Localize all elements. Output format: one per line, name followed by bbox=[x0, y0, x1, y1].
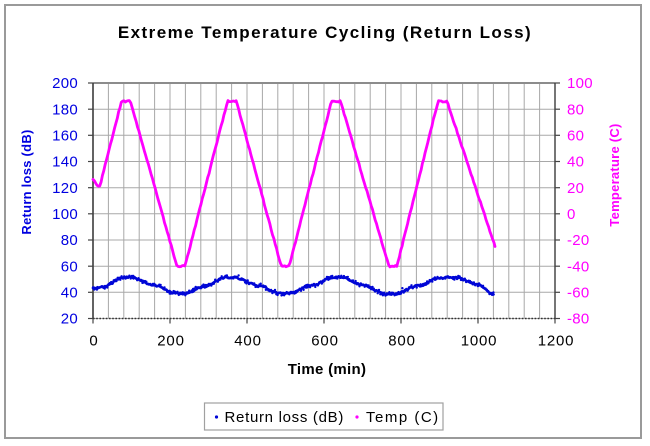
svg-text:60: 60 bbox=[61, 258, 78, 275]
svg-text:40: 40 bbox=[61, 285, 78, 302]
svg-text:400: 400 bbox=[234, 333, 261, 350]
svg-text:-80: -80 bbox=[567, 311, 590, 328]
svg-text:180: 180 bbox=[52, 101, 78, 118]
svg-text:600: 600 bbox=[311, 333, 338, 350]
svg-text:200: 200 bbox=[52, 75, 78, 92]
svg-text:Temp (C): Temp (C) bbox=[366, 409, 440, 426]
svg-text:Extreme Temperature Cycling (R: Extreme Temperature Cycling (Return Loss… bbox=[118, 23, 532, 42]
svg-text:160: 160 bbox=[52, 128, 78, 145]
svg-text:120: 120 bbox=[52, 180, 78, 197]
svg-text:Return loss (dB): Return loss (dB) bbox=[19, 129, 34, 234]
svg-text:60: 60 bbox=[567, 128, 584, 145]
svg-text:0: 0 bbox=[89, 333, 98, 350]
svg-text:Return loss (dB): Return loss (dB) bbox=[225, 409, 345, 426]
svg-text:140: 140 bbox=[52, 154, 78, 171]
svg-text:800: 800 bbox=[388, 333, 415, 350]
svg-text:20: 20 bbox=[61, 311, 78, 328]
svg-text:1000: 1000 bbox=[461, 333, 498, 350]
svg-text:Time (min): Time (min) bbox=[288, 361, 367, 378]
svg-text:-40: -40 bbox=[567, 258, 590, 275]
svg-text:80: 80 bbox=[61, 232, 78, 249]
svg-text:-20: -20 bbox=[567, 232, 590, 249]
svg-text:80: 80 bbox=[567, 101, 584, 118]
svg-text:100: 100 bbox=[52, 206, 78, 223]
svg-text:100: 100 bbox=[567, 75, 593, 92]
svg-text:40: 40 bbox=[567, 154, 584, 171]
svg-text:-60: -60 bbox=[567, 285, 590, 302]
svg-text:1200: 1200 bbox=[538, 333, 575, 350]
svg-text:200: 200 bbox=[157, 333, 184, 350]
svg-text:0: 0 bbox=[567, 206, 576, 223]
svg-text:20: 20 bbox=[567, 180, 584, 197]
svg-text:Temperature (C): Temperature (C) bbox=[607, 123, 622, 226]
